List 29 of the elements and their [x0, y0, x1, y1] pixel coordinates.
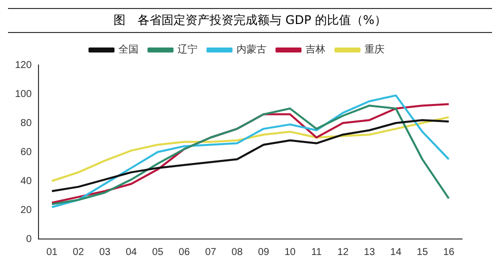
y-tick-label: 120	[14, 60, 32, 71]
legend-label: 辽宁	[178, 44, 198, 56]
y-tick-label: 60	[20, 146, 32, 158]
y-tick-label: 20	[20, 204, 32, 216]
x-tick-label: 03	[99, 246, 111, 258]
legend-label: 重庆	[364, 44, 384, 56]
x-tick-label: 09	[258, 246, 270, 258]
x-tick-label: 08	[232, 246, 244, 258]
x-tick-label: 16	[443, 246, 455, 258]
x-tick-label: 11	[311, 246, 322, 258]
x-tick-label: 02	[72, 246, 84, 258]
y-tick-label: 0	[26, 234, 32, 245]
chart-title: 图 各省固定资产投资完成额与 GDP 的比值（%）	[8, 8, 492, 33]
y-tick-label: 80	[20, 118, 32, 129]
x-tick-label: 01	[46, 246, 58, 258]
x-tick-label: 10	[284, 246, 296, 258]
x-tick-label: 06	[178, 246, 190, 258]
y-tick-label: 40	[20, 176, 32, 187]
x-tick-label: 05	[152, 246, 164, 258]
x-tick-label: 13	[364, 246, 376, 258]
legend-label: 内蒙古	[236, 44, 266, 56]
y-tick-label: 100	[14, 88, 32, 100]
x-tick-label: 04	[126, 246, 138, 258]
x-tick-label: 12	[337, 246, 349, 258]
x-tick-label: 07	[205, 246, 217, 258]
x-tick-label: 15	[416, 246, 428, 258]
x-tick-label: 14	[390, 246, 402, 258]
legend-label: 全国	[118, 44, 138, 56]
legend-label: 吉林	[306, 44, 326, 56]
